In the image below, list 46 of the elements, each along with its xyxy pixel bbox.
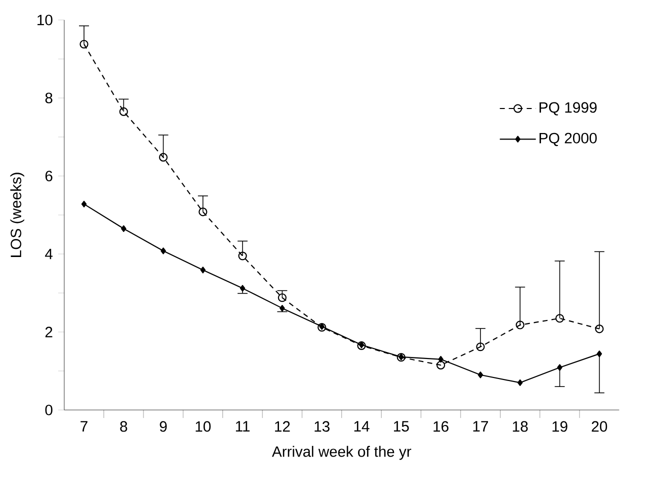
- x-tick-label: 14: [354, 421, 370, 432]
- y-tick-label: 6: [45, 170, 52, 182]
- point: [240, 284, 246, 292]
- x-tick-label: 17: [473, 421, 488, 432]
- point: [438, 356, 444, 363]
- point: [80, 40, 88, 49]
- point: [81, 200, 87, 208]
- point: [555, 314, 564, 323]
- legend-label: PQ 2000: [540, 132, 597, 146]
- x-tick-label: 10: [196, 421, 211, 432]
- point: [557, 364, 562, 371]
- x-tick-label: 13: [314, 421, 330, 432]
- point: [198, 208, 208, 216]
- point: [436, 360, 446, 370]
- point: [160, 248, 166, 254]
- point: [158, 152, 168, 162]
- x-tick-label: 16: [434, 421, 448, 432]
- x-tick-label: 18: [512, 421, 528, 432]
- point: [596, 350, 602, 358]
- point: [478, 372, 484, 378]
- point: [476, 342, 485, 352]
- x-tick-label: 12: [275, 421, 290, 432]
- x-tick-label: 19: [552, 421, 568, 432]
- y-tick-label: 8: [45, 92, 52, 104]
- x-tick-label: 8: [120, 421, 128, 432]
- legend-label: PQ 1999: [540, 102, 597, 116]
- x-tick-label: 11: [236, 421, 250, 432]
- point: [119, 107, 128, 116]
- point: [516, 320, 524, 330]
- y-tick-label: 4: [45, 248, 53, 260]
- point: [200, 266, 206, 274]
- y-tick-label: 10: [38, 14, 52, 26]
- y-tick-label: 2: [45, 326, 52, 338]
- point: [280, 304, 285, 312]
- x-tick-label: 20: [592, 421, 608, 432]
- x-tick-label: 9: [160, 421, 167, 432]
- point: [595, 324, 604, 334]
- x-tick-label: 15: [394, 421, 409, 432]
- y-tick-label: 0: [45, 404, 52, 416]
- point: [238, 252, 247, 260]
- point: [278, 293, 287, 302]
- x-tick-label: 7: [80, 421, 88, 432]
- y-axis-title: LOS (weeks): [10, 172, 24, 257]
- point: [121, 225, 126, 232]
- x-axis-title: Arrival week of the yr: [272, 446, 412, 460]
- point: [517, 379, 523, 386]
